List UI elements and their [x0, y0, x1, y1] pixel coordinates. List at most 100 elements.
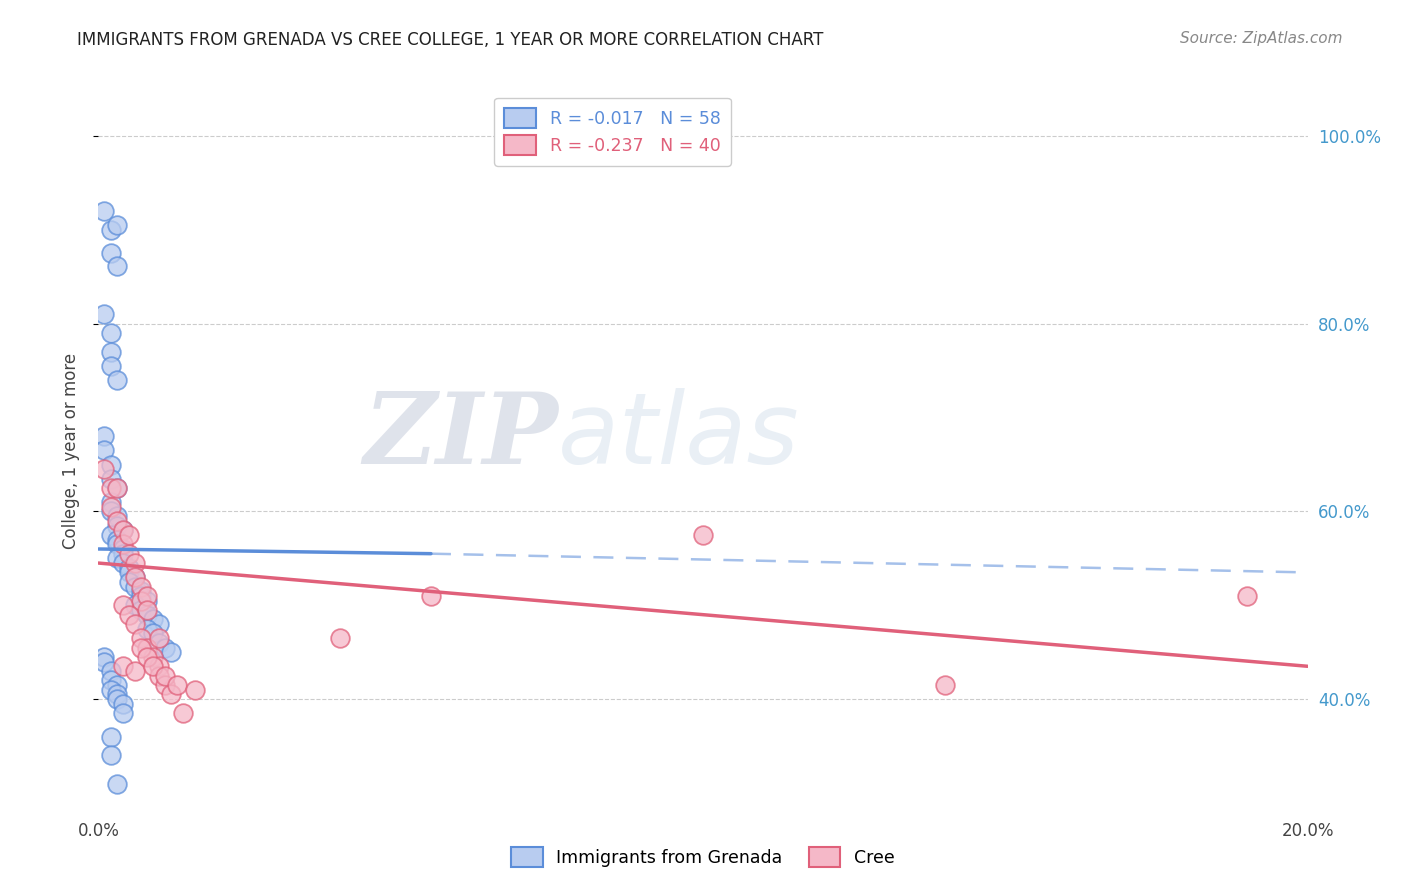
Point	[1236, 589, 1258, 603]
Point	[105, 537, 128, 551]
Point	[118, 528, 141, 542]
Point	[124, 556, 146, 570]
Point	[93, 443, 115, 458]
Legend: R = -0.017   N = 58, R = -0.237   N = 40: R = -0.017 N = 58, R = -0.237 N = 40	[494, 98, 731, 166]
Point	[100, 682, 122, 697]
Point	[124, 599, 146, 613]
Point	[105, 692, 128, 706]
Point	[184, 682, 207, 697]
Point	[135, 640, 157, 655]
Point	[100, 481, 122, 495]
Point	[111, 523, 134, 537]
Point	[124, 570, 146, 584]
Point	[166, 678, 188, 692]
Point	[329, 631, 352, 645]
Point	[124, 664, 146, 678]
Point	[129, 580, 152, 594]
Point	[129, 640, 152, 655]
Point	[135, 589, 157, 603]
Point	[93, 307, 115, 321]
Point	[105, 678, 128, 692]
Text: atlas: atlas	[558, 387, 800, 484]
Point	[93, 204, 115, 219]
Point	[118, 547, 141, 561]
Point	[105, 509, 128, 524]
Point	[93, 655, 115, 669]
Point	[420, 589, 443, 603]
Point	[100, 246, 122, 260]
Point	[111, 659, 134, 673]
Point	[111, 556, 134, 570]
Point	[105, 373, 128, 387]
Point	[100, 345, 122, 359]
Text: ZIP: ZIP	[363, 388, 558, 484]
Point	[142, 649, 165, 664]
Point	[160, 645, 183, 659]
Point	[100, 458, 122, 472]
Point	[934, 678, 956, 692]
Point	[148, 659, 170, 673]
Point	[105, 219, 128, 233]
Point	[100, 504, 122, 518]
Point	[93, 462, 115, 476]
Point	[124, 617, 146, 632]
Point	[148, 668, 170, 682]
Point	[100, 748, 122, 763]
Text: Source: ZipAtlas.com: Source: ZipAtlas.com	[1180, 31, 1343, 46]
Point	[111, 706, 134, 721]
Point	[100, 673, 122, 688]
Point	[118, 566, 141, 580]
Point	[135, 649, 157, 664]
Point	[105, 533, 128, 547]
Point	[111, 523, 134, 537]
Legend: Immigrants from Grenada, Cree: Immigrants from Grenada, Cree	[505, 840, 901, 874]
Point	[111, 537, 134, 551]
Point	[135, 622, 157, 636]
Point	[142, 612, 165, 626]
Point	[129, 593, 152, 607]
Point	[148, 636, 170, 650]
Point	[129, 603, 152, 617]
Point	[111, 541, 134, 556]
Point	[129, 631, 152, 645]
Point	[105, 259, 128, 273]
Point	[93, 649, 115, 664]
Point	[148, 631, 170, 645]
Point	[142, 626, 165, 640]
Point	[118, 574, 141, 589]
Point	[100, 223, 122, 237]
Point	[100, 472, 122, 486]
Point	[100, 730, 122, 744]
Point	[105, 776, 128, 790]
Point	[118, 560, 141, 574]
Point	[100, 359, 122, 373]
Point	[100, 528, 122, 542]
Point	[160, 688, 183, 702]
Point	[153, 678, 176, 692]
Point	[142, 659, 165, 673]
Point	[111, 547, 134, 561]
Point	[105, 518, 128, 533]
Point	[100, 326, 122, 341]
Point	[124, 580, 146, 594]
Point	[105, 481, 128, 495]
Point	[135, 607, 157, 622]
Point	[129, 589, 152, 603]
Point	[100, 664, 122, 678]
Point	[124, 570, 146, 584]
Point	[100, 495, 122, 509]
Point	[692, 528, 714, 542]
Point	[100, 500, 122, 514]
Text: IMMIGRANTS FROM GRENADA VS CREE COLLEGE, 1 YEAR OR MORE CORRELATION CHART: IMMIGRANTS FROM GRENADA VS CREE COLLEGE,…	[77, 31, 824, 49]
Point	[153, 668, 176, 682]
Point	[153, 640, 176, 655]
Point	[105, 514, 128, 528]
Point	[105, 551, 128, 566]
Point	[93, 429, 115, 443]
Y-axis label: College, 1 year or more: College, 1 year or more	[62, 352, 80, 549]
Point	[105, 688, 128, 702]
Point	[111, 599, 134, 613]
Point	[129, 584, 152, 599]
Point	[135, 593, 157, 607]
Point	[111, 697, 134, 711]
